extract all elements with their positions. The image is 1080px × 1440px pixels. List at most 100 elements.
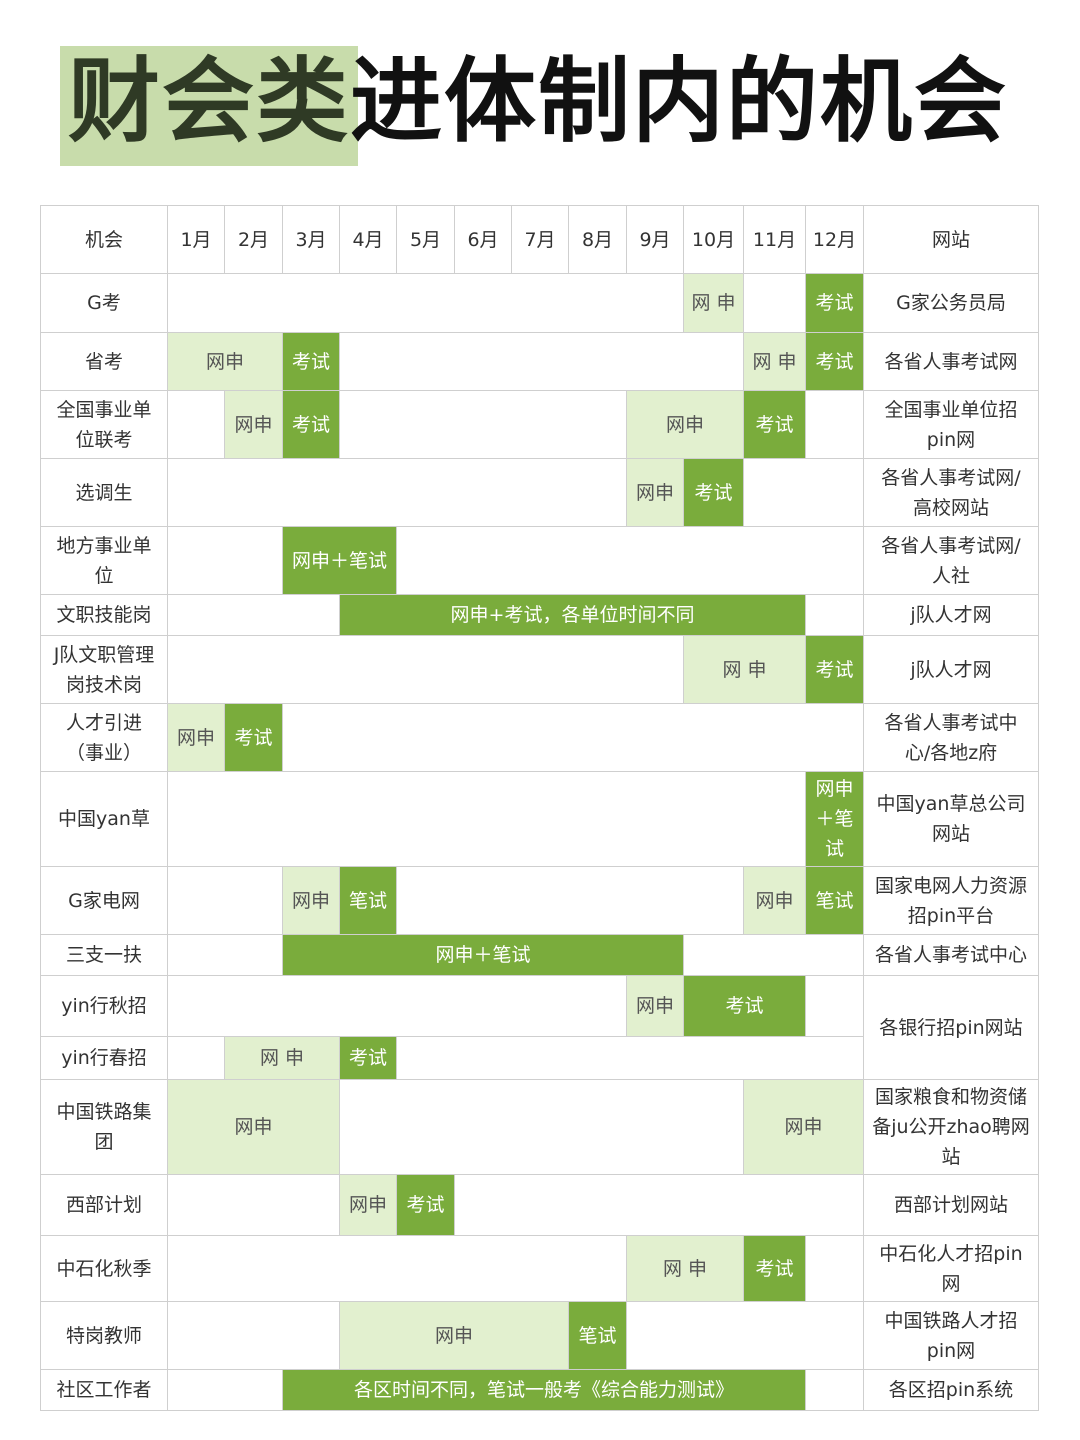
website-cell: 中国铁路人才招pin网 [863,1301,1039,1370]
website-cell: G家公务员局 [863,273,1039,333]
website-cell: 各省人事考试网 [863,332,1039,391]
application-period-cell: 网申 [626,975,684,1037]
title-highlight-text: 财会类 [68,48,351,155]
header-month: 6月 [454,205,512,274]
exam-period-cell: 网申+考试，各单位时间不同 [339,594,806,636]
header-month: 12月 [805,205,864,274]
empty-month-cell [339,332,744,391]
exam-period-cell: 考试 [805,273,864,333]
empty-month-cell [167,1235,627,1302]
empty-month-cell [339,390,627,459]
page-title: 财会类进体制内的机会 [68,44,1008,160]
header-month: 10月 [683,205,744,274]
table-row: 三支一扶 网申＋笔试 各省人事考试中心 [40,934,1039,976]
opportunity-name: 人才引进（事业） [40,703,168,772]
empty-month-cell [805,975,864,1037]
empty-month-cell [167,975,627,1037]
opportunity-name: 社区工作者 [40,1369,168,1411]
empty-month-cell [167,526,283,595]
empty-month-cell [683,934,864,976]
empty-month-cell [805,1369,864,1411]
application-period-cell: 网申 [224,390,283,459]
website-cell: 中石化人才招pin网 [863,1235,1039,1302]
empty-month-cell [167,594,340,636]
schedule-body: 机会 1月 2月 3月 4月 5月 6月 7月 8月 9月 10月 11月 12… [40,205,1039,1411]
empty-month-cell [167,1036,225,1080]
table-row: 地方事业单位 网申＋笔试 各省人事考试网/人社 [40,526,1039,595]
table-row: G家电网 网申 笔试 网申 笔试 国家电网人力资源招pin平台 [40,866,1039,935]
exam-period-cell: 考试 [683,975,806,1037]
empty-month-cell [167,934,283,976]
empty-month-cell [167,1369,283,1411]
table-row: 社区工作者 各区时间不同，笔试一般考《综合能力测试》 各区招pin系统 [40,1369,1039,1411]
website-cell: 各区招pin系统 [863,1369,1039,1411]
empty-month-cell [339,1079,744,1175]
exam-period-cell: 网申＋笔试 [805,771,864,867]
exam-period-cell: 考试 [282,332,340,391]
opportunity-name: 三支一扶 [40,934,168,976]
table-row: 省考 网申 考试网 申考试 各省人事考试网 [40,332,1039,391]
empty-month-cell [805,594,864,636]
application-period-cell: 网申 [167,703,225,772]
header-website: 网站 [863,205,1039,274]
opportunity-name: 中国铁路集团 [40,1079,168,1175]
header-month: 9月 [626,205,684,274]
application-period-cell: 网 申 [743,332,806,391]
empty-month-cell [805,1235,864,1302]
application-period-cell: 网 申 [626,1235,744,1302]
application-period-cell: 网申 [282,866,340,935]
exam-period-cell: 考试 [224,703,283,772]
table-row: 文职技能岗 网申+考试，各单位时间不同 j队人才网 [40,594,1039,636]
opportunity-name: 中国yan草 [40,771,168,867]
header-month: 8月 [568,205,627,274]
application-period-cell: 网申 [339,1301,569,1370]
schedule-table: 机会 1月 2月 3月 4月 5月 6月 7月 8月 9月 10月 11月 12… [40,205,1039,1411]
table-row: 西部计划 网申 考试 西部计划网站 [40,1174,1039,1236]
exam-period-cell: 考试 [743,390,806,459]
opportunity-name: yin行春招 [40,1036,168,1080]
website-cell: 全国事业单位招pin网 [863,390,1039,459]
table-row: 人才引进（事业） 网申 考试 各省人事考试中心/各地z府 [40,703,1039,772]
empty-month-cell [167,273,684,333]
website-cell: 各省人事考试中心 [863,934,1039,976]
empty-month-cell [743,458,864,527]
header-row: 机会 1月 2月 3月 4月 5月 6月 7月 8月 9月 10月 11月 12… [40,205,1039,274]
application-period-cell: 网申 [626,390,744,459]
header-month: 11月 [743,205,806,274]
empty-month-cell [167,390,225,459]
exam-period-cell: 考试 [805,635,864,704]
empty-month-cell [805,390,864,459]
empty-month-cell [282,703,864,772]
application-period-cell: 网申 [167,1079,340,1175]
empty-month-cell [626,1301,864,1370]
application-period-cell: 网 申 [683,273,744,333]
website-cell: 国家粮食和物资储备ju公开zhao聘网站 [863,1079,1039,1175]
table-row: 中国铁路集团 网申 网申 国家粮食和物资储备ju公开zhao聘网站 [40,1079,1039,1175]
table-row: 选调生 网申 考试 各省人事考试网/高校网站 [40,458,1039,527]
website-cell: 西部计划网站 [863,1174,1039,1236]
exam-period-cell: 网申＋笔试 [282,526,397,595]
table-row: yin行秋招 网申 考试 各银行招pin网站 [40,975,1039,1080]
table-row: J队文职管理岗技术岗 网 申考试 j队人才网 [40,635,1039,704]
opportunity-name: 全国事业单位联考 [40,390,168,459]
opportunity-name: G家电网 [40,866,168,935]
website-cell: j队人才网 [863,594,1039,636]
exam-period-cell: 笔试 [568,1301,627,1370]
empty-month-cell [167,1174,340,1236]
application-period-cell: 网申 [339,1174,397,1236]
application-period-cell: 网申 [167,332,283,391]
website-cell: 中国yan草总公司网站 [863,771,1039,867]
table-row: yin行春招 网 申考试 [40,1036,1039,1080]
header-opportunity: 机会 [40,205,168,274]
header-month: 5月 [396,205,455,274]
exam-period-cell: 考试 [339,1036,397,1080]
application-period-cell: 网申 [626,458,684,527]
opportunity-name: 西部计划 [40,1174,168,1236]
header-month: 1月 [167,205,225,274]
exam-period-cell: 考试 [805,332,864,391]
exam-period-cell: 网申＋笔试 [282,934,684,976]
title-rest-text: 进体制内的机会 [350,48,1009,155]
website-cell: j队人才网 [863,635,1039,704]
empty-month-cell [167,771,806,867]
opportunity-name: 省考 [40,332,168,391]
